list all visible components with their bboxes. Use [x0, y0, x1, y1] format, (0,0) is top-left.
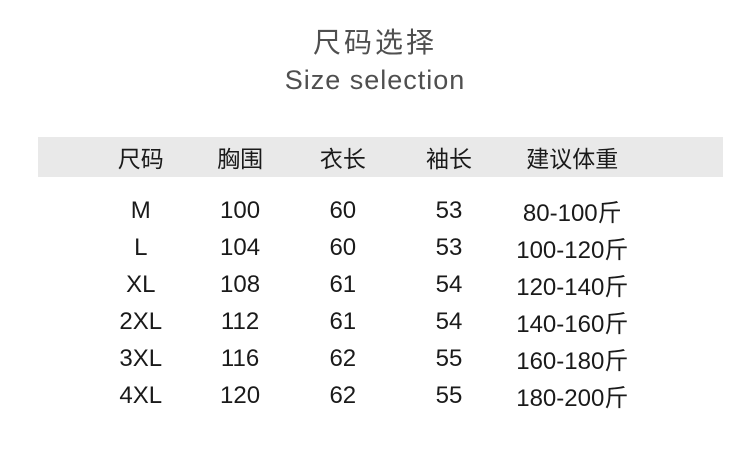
cell-length: 61	[329, 307, 357, 335]
cell-chest: 120	[220, 381, 261, 409]
cell-size: XL	[126, 270, 156, 298]
table-row: 4XL 120 62 55 180-200斤	[38, 377, 723, 414]
cell-length: 60	[329, 196, 357, 224]
page-title-zh: 尺码选择	[312, 27, 437, 58]
cell-sleeve: 53	[435, 196, 463, 224]
table-row: L 104 60 53 100-120斤	[38, 229, 723, 266]
cell-length: 62	[329, 344, 357, 372]
cell-sleeve: 53	[435, 233, 463, 261]
cell-weight: 100-120斤	[516, 237, 629, 264]
table-row: 2XL 112 61 54 140-160斤	[38, 303, 723, 340]
column-header-length: 衣长	[319, 146, 366, 172]
table-row: 3XL 116 62 55 160-180斤	[38, 340, 723, 377]
page-titles: 尺码选择 Size selection	[0, 0, 750, 96]
cell-length: 61	[329, 270, 357, 298]
cell-size: L	[134, 233, 148, 261]
size-chart-page: 尺码选择 Size selection 尺码 胸围 衣长 袖长 建议体重 M 1…	[0, 0, 750, 412]
table-row: M 100 60 53 80-100斤	[38, 192, 723, 229]
size-table-body: M 100 60 53 80-100斤 L 104 60 53 100-120斤…	[38, 192, 723, 414]
cell-sleeve: 55	[435, 381, 463, 409]
cell-chest: 112	[220, 307, 260, 335]
cell-weight: 120-140斤	[516, 274, 629, 301]
cell-weight: 180-200斤	[516, 385, 629, 412]
cell-length: 60	[329, 233, 357, 261]
cell-weight: 80-100斤	[522, 200, 622, 227]
size-table: 尺码 胸围 衣长 袖长 建议体重 M 100 60 53 80-100斤 L 1…	[38, 137, 723, 414]
column-header-sleeve: 袖长	[425, 146, 472, 172]
cell-weight: 160-180斤	[516, 348, 629, 375]
cell-size: 4XL	[119, 381, 163, 409]
cell-length: 62	[329, 381, 357, 409]
cell-chest: 100	[220, 196, 261, 224]
page-title-en: Size selection	[284, 65, 466, 95]
column-header-chest: 胸围	[217, 146, 264, 172]
size-table-header-row: 尺码 胸围 衣长 袖长 建议体重	[38, 137, 723, 177]
cell-chest: 116	[220, 344, 260, 372]
column-header-weight: 建议体重	[526, 146, 619, 172]
cell-sleeve: 55	[435, 344, 463, 372]
column-header-size: 尺码	[117, 146, 164, 172]
cell-sleeve: 54	[435, 270, 463, 298]
cell-size: 2XL	[119, 307, 163, 335]
cell-weight: 140-160斤	[516, 311, 629, 338]
cell-chest: 104	[220, 233, 261, 261]
cell-sleeve: 54	[435, 307, 463, 335]
cell-size: M	[130, 196, 151, 224]
cell-size: 3XL	[119, 344, 163, 372]
cell-chest: 108	[220, 270, 261, 298]
table-row: XL 108 61 54 120-140斤	[38, 266, 723, 303]
